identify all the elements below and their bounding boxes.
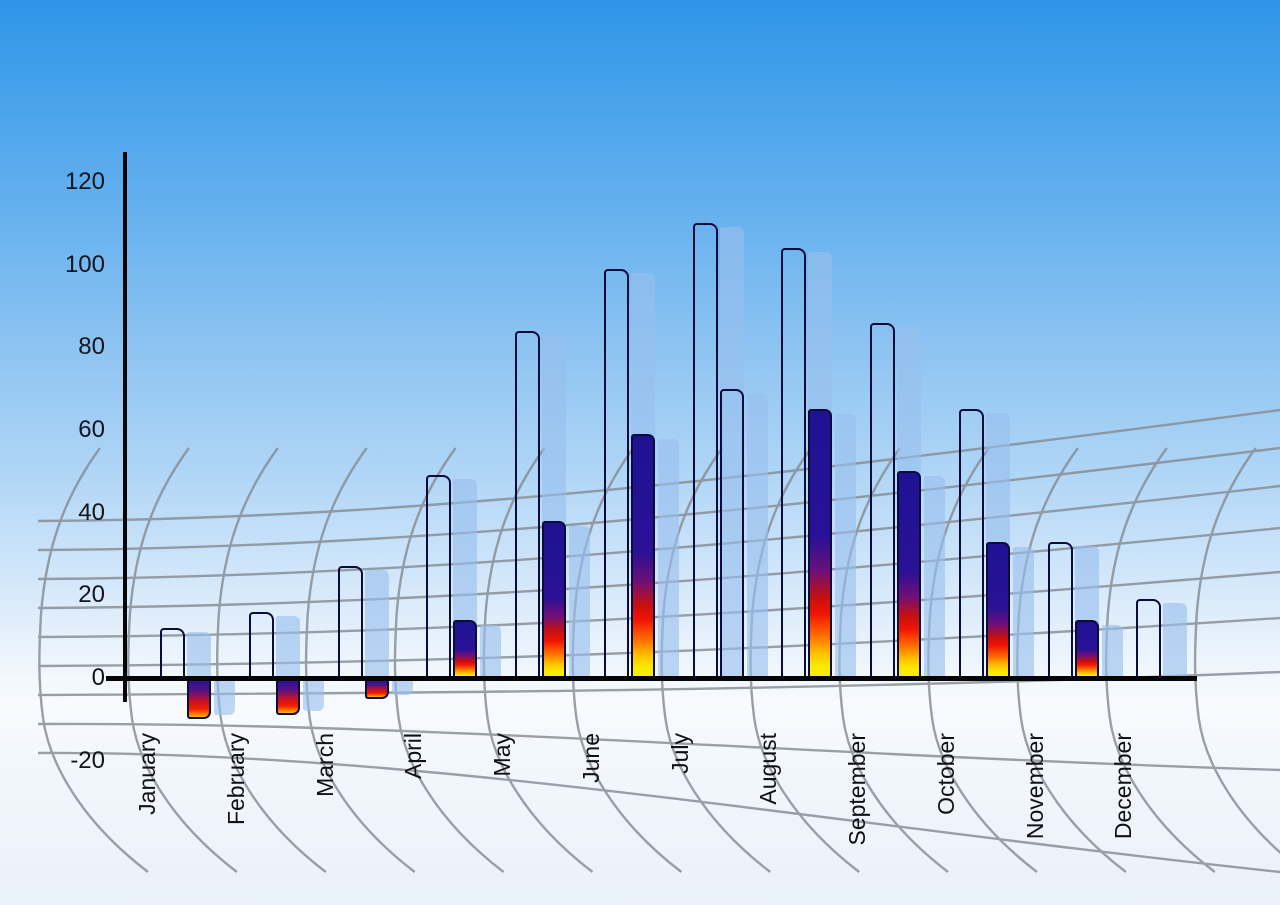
y-tick-label-100: 100 [64, 250, 105, 278]
bar-series1-september [870, 322, 895, 678]
bar-series1-december [1136, 599, 1161, 678]
bar-series1-april [426, 475, 451, 678]
y-tick-label-0: 0 [91, 664, 105, 691]
bar-series1-march [338, 566, 363, 678]
bar-series1-january [160, 628, 185, 678]
bar-shadow-blue-december [1163, 603, 1187, 678]
bar-shadow-blue-july [720, 227, 744, 678]
y-tick-label--20: -20 [70, 746, 105, 774]
bar-series2-april [453, 620, 477, 678]
bar-series2-june [631, 434, 655, 678]
bar-shadow-series2-november [1102, 625, 1123, 678]
x-label-january: January [133, 733, 160, 815]
bar-series1-october [959, 409, 984, 678]
bar-shadow-series2-january [214, 681, 235, 716]
bar-series2-august [808, 409, 832, 678]
bar-shadow-series2-august [835, 414, 856, 678]
bar-shadow-series2-april [480, 625, 501, 678]
x-label-april: April [399, 733, 426, 780]
x-label-december: December [1109, 733, 1136, 840]
bar-shadow-series2-september [924, 476, 945, 678]
bar-series1-may [515, 330, 540, 678]
x-label-july: July [666, 733, 693, 774]
bar-series1-august [781, 248, 806, 678]
bar-series2-september [897, 471, 921, 678]
bar-series1-february [249, 611, 274, 678]
bar-series1-june [604, 268, 629, 678]
x-axis-line [106, 676, 1197, 681]
bar-series2-march [365, 681, 389, 699]
x-label-august: August [754, 733, 781, 805]
bar-series2-january [187, 681, 211, 720]
y-tick-label-20: 20 [78, 581, 105, 609]
bar-shadow-series2-march [392, 681, 413, 695]
bar-shadow-series2-may [569, 525, 590, 678]
bar-shadow-series2-february [303, 681, 324, 712]
bar-series2-october [986, 541, 1010, 678]
x-label-september: September [843, 733, 870, 846]
bar-shadow-blue-march [365, 570, 389, 678]
bar-series1-july [693, 223, 718, 678]
x-label-february: February [222, 733, 249, 826]
bar-series2-november [1075, 620, 1099, 678]
y-tick-label-80: 80 [78, 333, 105, 361]
bar-series1-november [1048, 541, 1073, 678]
y-tick-label-120: 120 [64, 168, 105, 195]
bar-series2-may [542, 520, 566, 678]
y-axis-line [123, 152, 127, 702]
bar-shadow-series2-july [747, 393, 768, 678]
bar-series2-july [720, 388, 744, 678]
x-label-october: October [932, 733, 959, 815]
x-label-november: November [1021, 733, 1048, 840]
bar-shadow-series2-october [1013, 546, 1034, 678]
y-tick-label-40: 40 [78, 498, 105, 526]
bar-shadow-series2-june [658, 439, 679, 678]
bar-shadow-blue-february [276, 615, 300, 678]
bar-shadow-blue-january [187, 632, 211, 678]
x-label-june: June [577, 733, 604, 783]
bar-series2-february [276, 681, 300, 716]
x-label-march: March [311, 733, 338, 797]
y-tick-label-60: 60 [78, 416, 105, 443]
x-label-may: May [488, 733, 515, 777]
